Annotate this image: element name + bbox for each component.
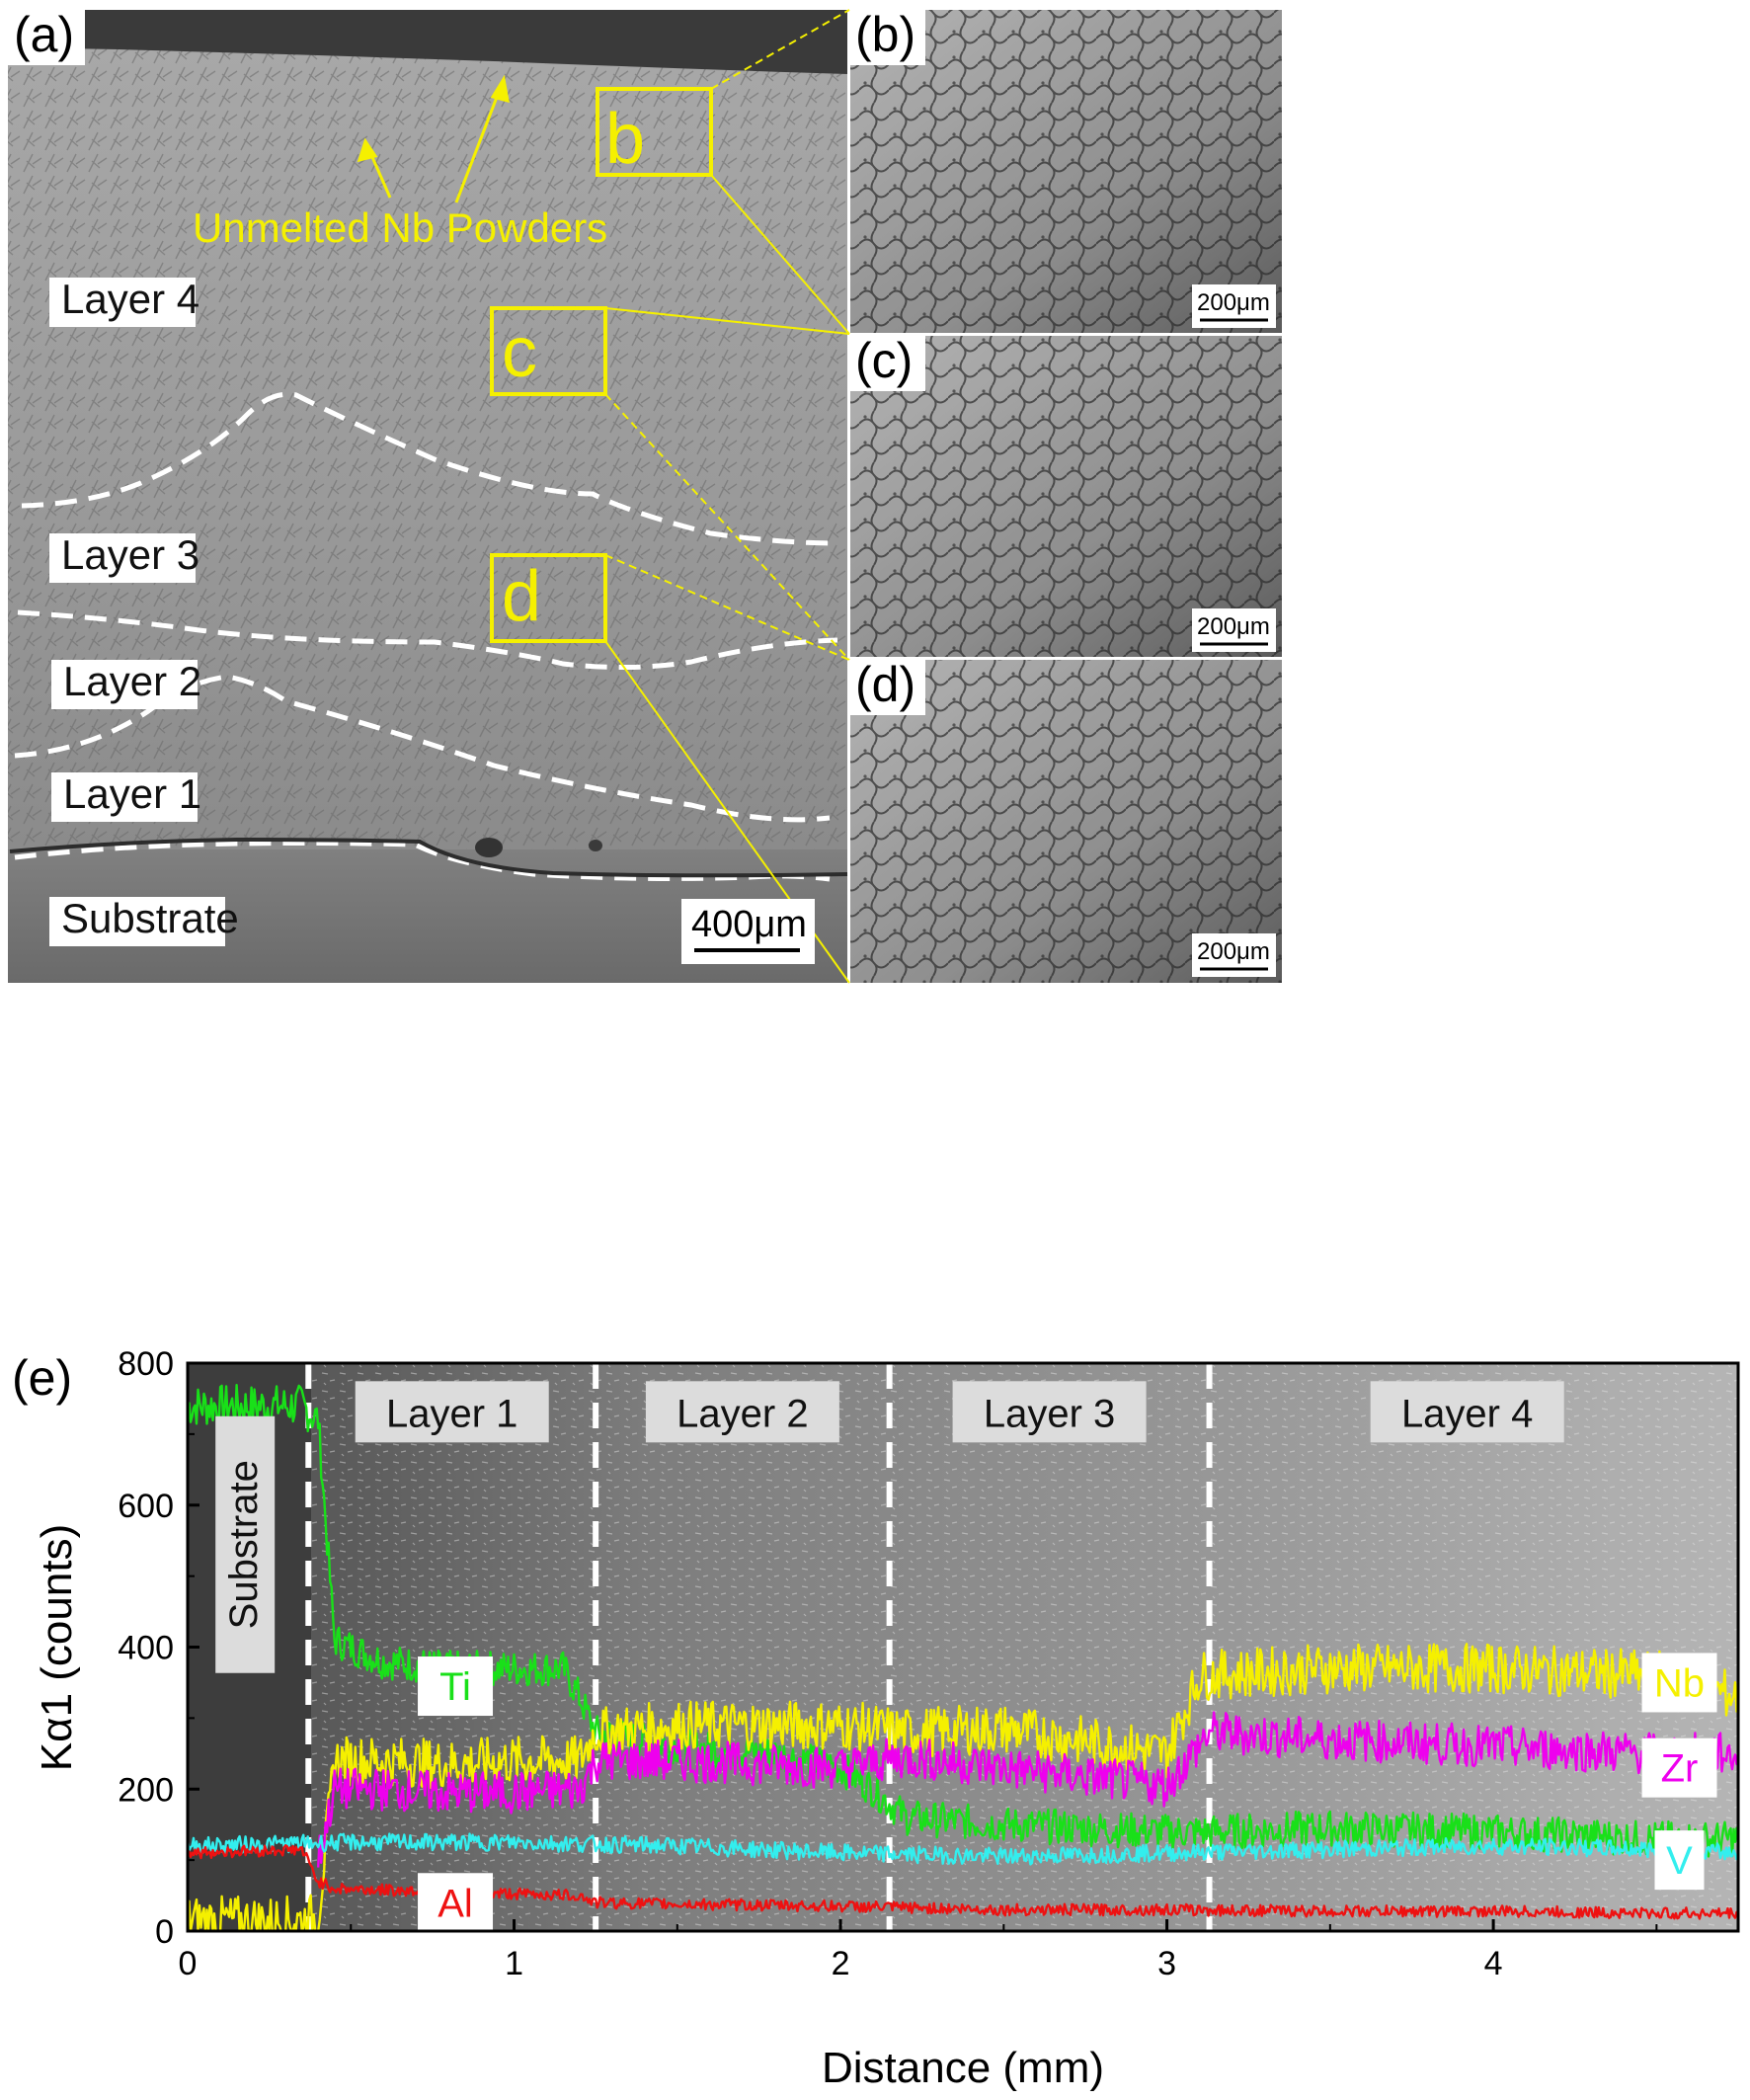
panel-c-scalebar-text: 200μm bbox=[1197, 613, 1270, 640]
x-axis-title: Distance (mm) bbox=[822, 2044, 1104, 2092]
region-label-substrate: Substrate bbox=[222, 1460, 266, 1629]
panel-b-label: (b) bbox=[855, 7, 915, 62]
panel-c: (c) 200μm bbox=[850, 333, 1282, 657]
y-tick-label-800: 800 bbox=[118, 1345, 174, 1383]
region-label-layer-1-bg bbox=[355, 1381, 549, 1443]
series-label-v: V bbox=[1666, 1839, 1693, 1883]
series-label-bg-v bbox=[1654, 1830, 1705, 1891]
substrate-label: Substrate bbox=[61, 895, 239, 941]
panel-e-label-bg bbox=[8, 1351, 97, 1411]
region-label-layer-2: Layer 2 bbox=[676, 1392, 808, 1435]
series-line-v bbox=[186, 1832, 1740, 1866]
series-line-zr bbox=[317, 1711, 1740, 1868]
x-tick-label-0: 0 bbox=[179, 1945, 198, 1982]
panel-c-label: (c) bbox=[855, 333, 913, 388]
arrow-2-shaft bbox=[454, 86, 503, 203]
substrate-label-bg bbox=[49, 897, 225, 946]
layer3-label-bg bbox=[49, 533, 196, 583]
panel-a-scalebar-text: 400μm bbox=[691, 904, 807, 945]
boundary-layer1-layer2 bbox=[14, 674, 831, 823]
y-tick-label-200: 200 bbox=[118, 1771, 174, 1809]
region-label-layer-2-bg bbox=[645, 1381, 839, 1443]
panel-a-label: (a) bbox=[14, 7, 74, 62]
region-label-layer-1: Layer 1 bbox=[386, 1392, 517, 1435]
boundary-substrate-layer1 bbox=[14, 841, 831, 882]
y-tick-label-600: 600 bbox=[118, 1488, 174, 1525]
panel-a-texture bbox=[8, 10, 847, 983]
plot-frame bbox=[186, 1361, 1740, 1933]
panel-d: (d) 200μm bbox=[850, 657, 1282, 983]
layer1-label-bg bbox=[51, 772, 198, 822]
x-tick-label-1: 1 bbox=[505, 1945, 523, 1982]
pore-2 bbox=[589, 840, 602, 851]
x-tick-label-3: 3 bbox=[1157, 1945, 1176, 1982]
zoom-box-d-letter: d bbox=[502, 557, 541, 636]
region-label-layer-4-bg bbox=[1370, 1381, 1564, 1443]
boundary-layer2-layer3 bbox=[17, 609, 838, 671]
layer1-label: Layer 1 bbox=[63, 770, 201, 817]
panel-d-scalebar-text: 200μm bbox=[1197, 938, 1270, 965]
region-label-substrate-bg bbox=[215, 1415, 276, 1673]
series-label-bg-al bbox=[418, 1873, 494, 1933]
layer3-label: Layer 3 bbox=[61, 531, 199, 578]
series-label-zr: Zr bbox=[1661, 1747, 1699, 1791]
zoom-box-b bbox=[596, 87, 713, 177]
panel-b-scalebar-text: 200μm bbox=[1197, 289, 1270, 316]
layer4-label: Layer 4 bbox=[61, 276, 199, 322]
zoom-box-c bbox=[490, 306, 607, 396]
layer-boundaries bbox=[14, 391, 840, 882]
panel-e: (e) Substrate Layer 1 Layer 2 Layer 3 Layer … bbox=[8, 1345, 1740, 2092]
zoom-box-b-letter: b bbox=[605, 100, 645, 179]
panel-b: (b) 200μm bbox=[850, 7, 1282, 333]
zoom-boxes bbox=[490, 87, 713, 643]
panel-d-label-bg bbox=[850, 660, 925, 715]
series-label-al: Al bbox=[438, 1882, 473, 1925]
y-axis-title: Kα1 (counts) bbox=[33, 1524, 81, 1771]
chart-plot: Substrate Layer 1 Layer 2 Layer 3 Layer 4 Ti N… bbox=[33, 1345, 1740, 2092]
series-label-bg-nb bbox=[1641, 1653, 1717, 1713]
panel-a: (a) Layer 4 Layer 3 Layer 2 Layer 1 Subs… bbox=[8, 7, 850, 984]
panel-b-label-bg bbox=[850, 10, 925, 65]
panel-e-label: (e) bbox=[12, 1350, 72, 1406]
annotation-arrows bbox=[357, 74, 510, 203]
zoom-box-d bbox=[490, 553, 607, 643]
series-line-nb bbox=[186, 1643, 1740, 1933]
unmelted-nb-annotation: Unmelted Nb Powders bbox=[193, 204, 607, 251]
panel-a-label-bg bbox=[8, 10, 85, 65]
pore-1 bbox=[475, 838, 503, 857]
panel-a-scalebar-bg bbox=[681, 899, 815, 964]
y-tick-label-400: 400 bbox=[118, 1630, 174, 1667]
region-label-layer-4: Layer 4 bbox=[1401, 1392, 1533, 1435]
layer2-label-bg bbox=[51, 660, 198, 709]
x-tick-label-4: 4 bbox=[1484, 1945, 1503, 1982]
x-tick-label-2: 2 bbox=[832, 1945, 850, 1982]
arrow-2-head bbox=[490, 74, 510, 104]
boundary-layer3-layer4 bbox=[21, 391, 840, 546]
arrow-1-head bbox=[357, 137, 378, 163]
panel-d-label: (d) bbox=[855, 657, 915, 712]
series-label-nb: Nb bbox=[1654, 1661, 1705, 1705]
panel-c-label-bg bbox=[850, 336, 925, 391]
series-label-bg-ti bbox=[418, 1656, 494, 1717]
series-label-bg-zr bbox=[1641, 1737, 1717, 1798]
layer2-label: Layer 2 bbox=[63, 658, 201, 704]
top-dark-band bbox=[8, 10, 847, 74]
y-tick-label-0: 0 bbox=[155, 1913, 174, 1951]
layer4-label-bg bbox=[49, 278, 196, 327]
region-label-layer-3-bg bbox=[952, 1381, 1147, 1443]
region-label-layer-3: Layer 3 bbox=[984, 1392, 1115, 1435]
fusion-line bbox=[9, 837, 848, 878]
zoom-box-c-letter: c bbox=[502, 313, 537, 392]
series-label-ti: Ti bbox=[439, 1665, 471, 1709]
